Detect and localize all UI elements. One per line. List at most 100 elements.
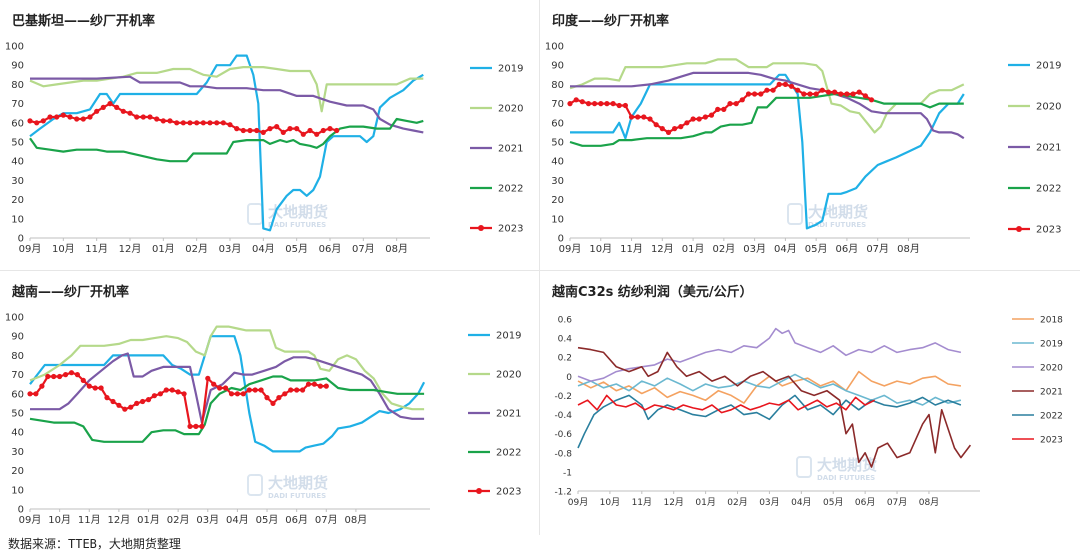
series-point-2023 [282, 391, 288, 397]
series-line-2021 [30, 352, 425, 424]
y-tick-label: 40 [551, 157, 564, 168]
x-tick-label: 11月 [78, 514, 101, 526]
series-line-2023 [30, 371, 327, 428]
x-tick-label: 06月 [319, 243, 342, 255]
x-tick-label: 12月 [108, 514, 131, 526]
series-point-2023 [813, 91, 819, 97]
y-tick-label: -1 [563, 468, 572, 478]
x-tick-label: 07月 [887, 497, 907, 508]
y-tick-label: 10 [11, 214, 24, 225]
series-point-2023 [63, 372, 69, 378]
series-point-2023 [80, 377, 86, 383]
series-point-2023 [665, 129, 672, 135]
x-tick-label: 02月 [727, 497, 747, 508]
legend-label-2020: 2020 [1040, 364, 1063, 374]
x-tick-label: 09月 [19, 243, 42, 255]
series-point-2023 [51, 373, 57, 380]
series-line-2021 [570, 71, 965, 140]
series-point-2023 [844, 91, 850, 97]
series-line-2022 [29, 117, 424, 163]
series-point-2023 [758, 91, 764, 97]
legend-label-2019: 2019 [496, 331, 521, 342]
series-point-2023 [264, 395, 270, 401]
vietnam-profit-chart: -1.2 -1 -0.8 -0.6 -0.4 -0.2 0 0.2 0.4 0.6 09月 10月 11… [554, 316, 1063, 509]
series-point-2023 [314, 131, 320, 137]
y-tick-label: 90 [11, 61, 24, 72]
legend-label-2021: 2021 [1040, 388, 1063, 398]
y-tick-label: 0 [566, 373, 572, 383]
legend-label-2019: 2019 [1040, 340, 1063, 350]
series-point-2023 [305, 381, 312, 387]
series-point-2023 [134, 114, 140, 120]
series-point-2023 [825, 89, 832, 95]
series-point-2023 [240, 391, 246, 397]
x-tick-label: 01月 [152, 243, 175, 255]
series-point-2023 [163, 387, 169, 393]
vietnam-profit-panel: 越南C32s 纺纱利润（美元/公斤） -1.2 -1 -0.8 -0.6 -0.4 -0.… [540, 271, 1080, 535]
series-point-2023 [727, 101, 733, 107]
x-tick-label: 08月 [897, 243, 920, 255]
series-point-2023 [247, 127, 253, 134]
y-tick-label: 90 [11, 332, 24, 343]
source-note: 数据来源：TTEB，大地期货整理 [8, 537, 181, 551]
series-point-2023 [745, 91, 752, 97]
series-point-2023 [702, 114, 708, 120]
series-point-2023 [45, 373, 51, 380]
y-tick-label: 30 [551, 176, 564, 187]
series-line-2020 [29, 66, 424, 113]
series-point-2023 [287, 126, 293, 132]
series-point-2023 [140, 114, 146, 120]
series-point-2023 [317, 383, 323, 389]
series-point-2023 [157, 391, 163, 397]
x-tick-label: 09月 [19, 514, 42, 526]
series-point-2023 [288, 387, 294, 393]
y-tick-label: 0.4 [558, 335, 573, 345]
series-point-2023 [74, 372, 80, 378]
x-tick-label: 12月 [663, 497, 683, 508]
x-tick-label: 04月 [791, 497, 811, 508]
series-point-2023 [276, 395, 282, 401]
legend-label-2021: 2021 [1036, 143, 1061, 154]
x-tick-label: 04月 [774, 243, 797, 255]
legend-label-2022: 2022 [1036, 184, 1061, 195]
series-point-2023 [160, 118, 166, 124]
series-point-2023 [598, 101, 604, 107]
series-point-2023 [752, 91, 758, 97]
series-point-2023 [320, 127, 326, 134]
series-point-2023 [672, 126, 678, 132]
x-tick-label: 07月 [352, 243, 375, 255]
y-tick-label: 50 [551, 138, 564, 149]
y-tick-label: 10 [551, 214, 564, 225]
legend-label-2023: 2023 [1040, 436, 1063, 446]
legend-label-2023: 2023 [1036, 225, 1061, 236]
watermark-text-cn: 大地期货 [268, 474, 328, 492]
y-tick-label: 20 [11, 466, 24, 477]
x-tick-label: 11月 [85, 243, 108, 255]
series-point-2023 [100, 104, 106, 110]
x-tick-label: 08月 [385, 243, 408, 255]
x-tick-label: 11月 [632, 497, 652, 508]
y-tick-label: 100 [5, 313, 24, 324]
series-point-2023 [708, 112, 715, 118]
series-point-2023 [838, 91, 844, 97]
series-point-2023 [211, 381, 217, 387]
series-point-2023 [200, 120, 206, 126]
series-point-2023 [223, 385, 229, 391]
series-point-2023 [260, 129, 266, 135]
series-point-2023 [690, 116, 696, 122]
series-point-2023 [616, 102, 622, 109]
series-line-2022 [577, 394, 962, 449]
chart-title: 巴基斯坦——纱厂开机率 [12, 14, 156, 29]
series-point-2023 [147, 114, 153, 120]
series-point-2023 [205, 375, 211, 381]
series-point-2023 [27, 391, 33, 397]
vietnam-panel: 越南——纱厂开机率 0 10 20 30 40 50 60 70 80 90 100 09月 10月 11… [0, 271, 539, 535]
x-tick-label: 09月 [568, 497, 588, 508]
series-point-2023 [34, 120, 40, 126]
series-point-2023 [567, 101, 573, 107]
series-point-2023 [739, 97, 745, 103]
y-tick-label: 50 [11, 138, 24, 149]
watermark-icon [796, 456, 812, 478]
legend-marker-2023 [1016, 226, 1022, 232]
